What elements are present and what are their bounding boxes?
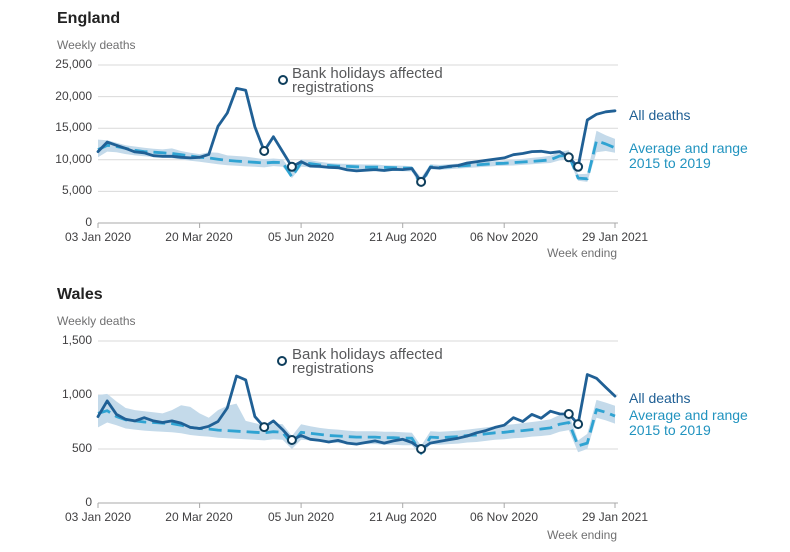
england-y-tick-0: 0 [85,215,92,229]
wales-x-tick-1: 03 Jan 2020 [64,510,132,524]
england-x-axis-title: Week ending [547,246,617,260]
wales-x-tick-5: 06 Nov 2020 [469,510,539,524]
wales-y-tick-0: 0 [85,495,92,509]
wales-annotation-line1: Bank holidays affected [292,346,443,363]
england-legend-average-line1: Average and range [629,140,748,156]
wales-legend-all-deaths: All deaths [629,390,691,406]
wales-x-tick-3: 05 Jun 2020 [267,510,335,524]
england-x-tick-1: 03 Jan 2020 [64,230,132,244]
wales-legend-average-line2: 2015 to 2019 [629,422,711,438]
wales-y-tick-500: 500 [71,441,92,455]
wales-y-tick-1000: 1,000 [61,387,92,401]
england-x-tick-6: 29 Jan 2021 [581,230,649,244]
england-legend-average-line2: 2015 to 2019 [629,155,711,171]
england-x-tick-3: 05 Jun 2020 [267,230,335,244]
england-y-tick-5000: 5,000 [61,183,92,197]
england-chart-title: England [57,10,121,27]
england-x-tick-4: 21 Aug 2020 [369,230,437,244]
england-y-tick-20000: 20,000 [55,89,92,103]
wales-x-tick-6: 29 Jan 2021 [581,510,649,524]
england-y-tick-25000: 25,000 [55,57,92,71]
england-annotation-line2: registrations [292,79,374,96]
wales-chart-title: Wales [57,286,103,303]
england-annotation-line1: Bank holidays affected [292,65,443,82]
wales-x-tick-4: 21 Aug 2020 [369,510,437,524]
england-y-tick-10000: 10,000 [55,152,92,166]
wales-x-tick-2: 20 Mar 2020 [165,510,233,524]
wales-annotation-line2: registrations [292,360,374,377]
england-y-axis-title: Weekly deaths [57,38,136,52]
wales-x-axis-title: Week ending [547,528,617,542]
england-x-tick-5: 06 Nov 2020 [469,230,539,244]
wales-y-tick-1500: 1,500 [61,333,92,347]
england-y-tick-15000: 15,000 [55,120,92,134]
england-x-tick-2: 20 Mar 2020 [165,230,233,244]
wales-y-axis-title: Weekly deaths [57,314,136,328]
england-legend-all-deaths: All deaths [629,107,691,123]
wales-legend-average-line1: Average and range [629,407,748,423]
